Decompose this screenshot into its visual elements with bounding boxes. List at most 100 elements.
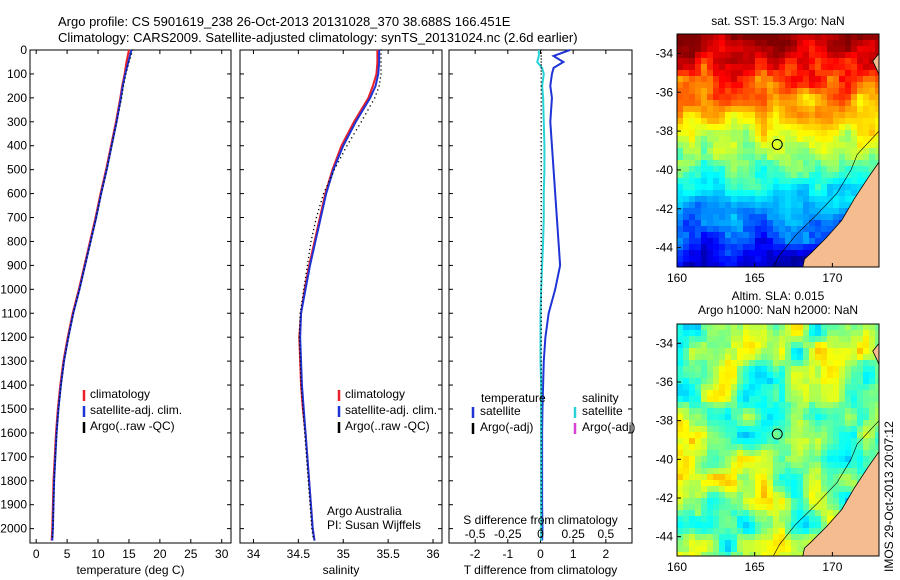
sst_map-cell — [695, 166, 701, 172]
sla_map-cell — [779, 462, 785, 468]
sst_map-cell — [677, 58, 683, 64]
sst_map-cell — [743, 64, 749, 70]
sst_map-cell — [791, 208, 797, 214]
sla_map-cell — [863, 432, 869, 438]
salinity-argo-dot — [307, 476, 309, 478]
temperature-argo-dot — [78, 288, 81, 291]
salinity-argo-dot — [304, 440, 306, 442]
sla_map-cell — [755, 540, 761, 546]
salinity-argo-dot — [335, 165, 338, 167]
difference-argo-dot — [540, 268, 542, 271]
difference-top-tick-label: 0.5 — [598, 527, 615, 541]
sla_map-cell — [803, 492, 809, 498]
sst_map-cell — [803, 118, 809, 124]
salinity-x-tick-label: 35.5 — [376, 547, 400, 561]
sla_map-cell — [773, 480, 779, 486]
sla_map-cell — [689, 474, 695, 480]
sst_map-cell — [863, 70, 869, 76]
sst_map-cell — [737, 124, 743, 130]
sla_map-cell — [677, 486, 683, 492]
sla_map-cell — [701, 528, 707, 534]
sst_map-cell — [683, 226, 689, 232]
sla_map-cell — [845, 420, 851, 426]
sla_map-cell — [797, 462, 803, 468]
sst_map-cell — [821, 220, 827, 226]
sla_map-cell — [725, 510, 731, 516]
sst_map-cell — [707, 226, 713, 232]
sst_map-cell — [737, 58, 743, 64]
sla_map-cell — [809, 432, 815, 438]
difference-argo-dot — [540, 524, 542, 526]
sla_map-cell — [791, 402, 797, 408]
sla_map-cell — [743, 486, 749, 492]
temperature-argo-dot — [106, 169, 108, 171]
sla_map-cell — [713, 354, 719, 360]
sst_map-cell — [743, 196, 749, 202]
sla_map-cell — [767, 540, 773, 546]
sst_map-cell — [851, 136, 857, 142]
sla_map-cell — [833, 360, 839, 366]
sst_map-cell — [683, 94, 689, 100]
salinity-argo-dot — [304, 444, 307, 446]
sst_map-cell — [797, 172, 803, 178]
sla_map-cell — [773, 522, 779, 528]
sst_map-cell — [767, 172, 773, 178]
sla_map-cell — [689, 510, 695, 516]
sst_map-cell — [749, 130, 755, 136]
sst_map-cell — [755, 100, 761, 106]
sla_map-cell — [827, 510, 833, 516]
salinity-argo-dot — [303, 428, 306, 430]
sst_map-cell — [713, 100, 719, 106]
sla_map-cell — [803, 450, 809, 456]
temperature-argo-dot — [53, 500, 55, 502]
sst_map-cell — [863, 154, 869, 160]
sla_map-cell — [803, 378, 809, 384]
sla_map-cell — [863, 360, 869, 366]
sst_map-cell — [821, 64, 827, 70]
sst_map-cell — [809, 70, 815, 76]
sst_map-cell — [731, 232, 737, 238]
sst_map-cell — [803, 202, 809, 208]
sst_map-cell — [713, 232, 719, 238]
sst_map-cell — [689, 118, 695, 124]
sst_map-cell — [755, 262, 761, 267]
sla_map-cell — [695, 462, 701, 468]
sst_map-cell — [785, 142, 791, 148]
sla_map-cell — [863, 426, 869, 432]
sla_map-cell — [683, 354, 689, 360]
sst_map-cell — [695, 202, 701, 208]
sla_map-cell — [827, 384, 833, 390]
sst_map-cell — [719, 190, 725, 196]
sla_map-cell — [803, 444, 809, 450]
sla_map-cell — [743, 516, 749, 522]
sst_map-cell — [779, 52, 785, 58]
sla_map-cell — [695, 480, 701, 486]
sla_map-cell — [803, 390, 809, 396]
sst_map-cell — [749, 94, 755, 100]
sla_map-cell — [761, 480, 767, 486]
sla_map-cell — [743, 438, 749, 444]
temperature-argo-dot — [109, 153, 111, 155]
sst_map-cell — [695, 52, 701, 58]
sst_map-cell — [731, 172, 737, 178]
difference-argo-dot — [540, 512, 542, 514]
sla_map-cell — [791, 540, 797, 546]
sst_map-cell — [743, 76, 749, 82]
temperature-argo-dot — [52, 524, 54, 526]
sst_map-cell — [869, 148, 875, 154]
sst_map-cell — [821, 136, 827, 142]
sst_map-cell — [869, 124, 875, 130]
sla_map-cell — [845, 492, 851, 498]
difference-argo-dot — [540, 77, 542, 79]
sla_map-cell — [815, 504, 821, 510]
sla_map-cell — [779, 480, 785, 486]
sla_map-cell — [821, 468, 827, 474]
sla_map-cell — [683, 384, 689, 390]
difference-argo-dot — [540, 368, 542, 370]
sst_map-cell — [749, 142, 755, 148]
sla_map-cell — [809, 360, 815, 366]
sla_map-cell — [713, 474, 719, 480]
sla_map-cell — [719, 402, 725, 408]
sla_map-cell — [755, 468, 761, 474]
sst_map-cell — [779, 244, 785, 250]
